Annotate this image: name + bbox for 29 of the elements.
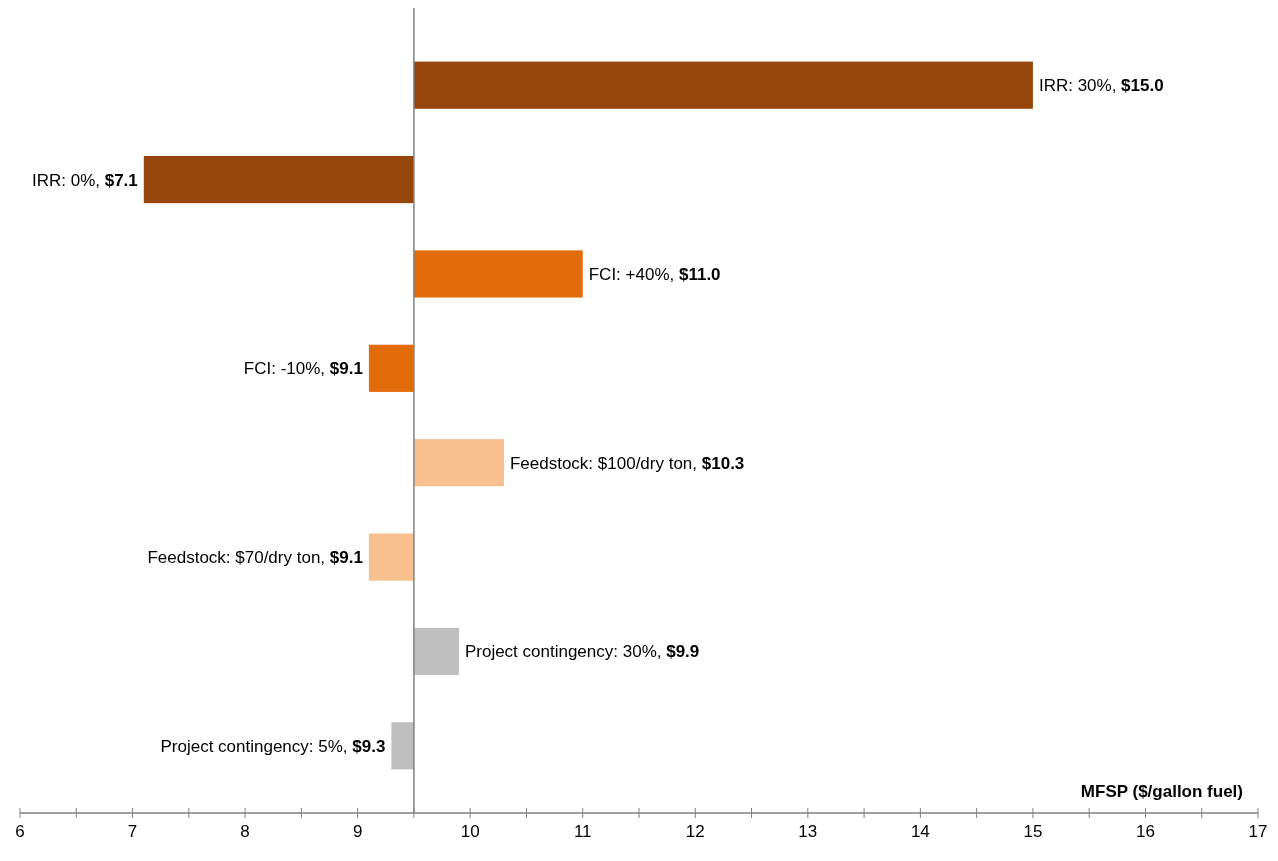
- annotation: Project contingency: 30%, $9.9: [464, 642, 700, 662]
- x-tick-label: 11: [573, 822, 592, 841]
- annotation: FCI: +40%, $11.0: [588, 264, 721, 284]
- bar: [368, 344, 414, 392]
- x-tick-label: 15: [1023, 822, 1043, 841]
- bar: [413, 61, 1033, 109]
- annotation: FCI: -10%, $9.1: [243, 359, 363, 379]
- x-tick-label: 6: [15, 822, 25, 841]
- x-tick-label: 8: [240, 822, 250, 841]
- bar: [368, 533, 414, 581]
- x-tick-label: 16: [1135, 822, 1155, 841]
- bar: [391, 722, 414, 770]
- annotation: IRR: 30%, $15.0: [1038, 76, 1164, 96]
- x-tick-label: 14: [910, 822, 930, 841]
- annotation: IRR: 0%, $7.1: [31, 170, 138, 190]
- x-tick-label: 17: [1248, 822, 1268, 841]
- annotation: Feedstock: $70/dry ton, $9.1: [147, 548, 363, 568]
- x-tick-label: 13: [798, 822, 818, 841]
- bar: [413, 439, 504, 487]
- annotation: Project contingency: 5%, $9.3: [160, 736, 386, 756]
- x-tick-label: 12: [685, 822, 705, 841]
- bar: [413, 627, 459, 676]
- bar: [413, 250, 583, 298]
- x-tick-label: 9: [352, 822, 363, 841]
- bar: [143, 155, 414, 204]
- annotation: Feedstock: $100/dry ton, $10.3: [509, 453, 745, 473]
- x-tick-label: 7: [127, 822, 138, 841]
- x-tick-label: 10: [460, 822, 480, 841]
- x-axis-title: MFSP ($/gallon fuel): [1080, 782, 1243, 801]
